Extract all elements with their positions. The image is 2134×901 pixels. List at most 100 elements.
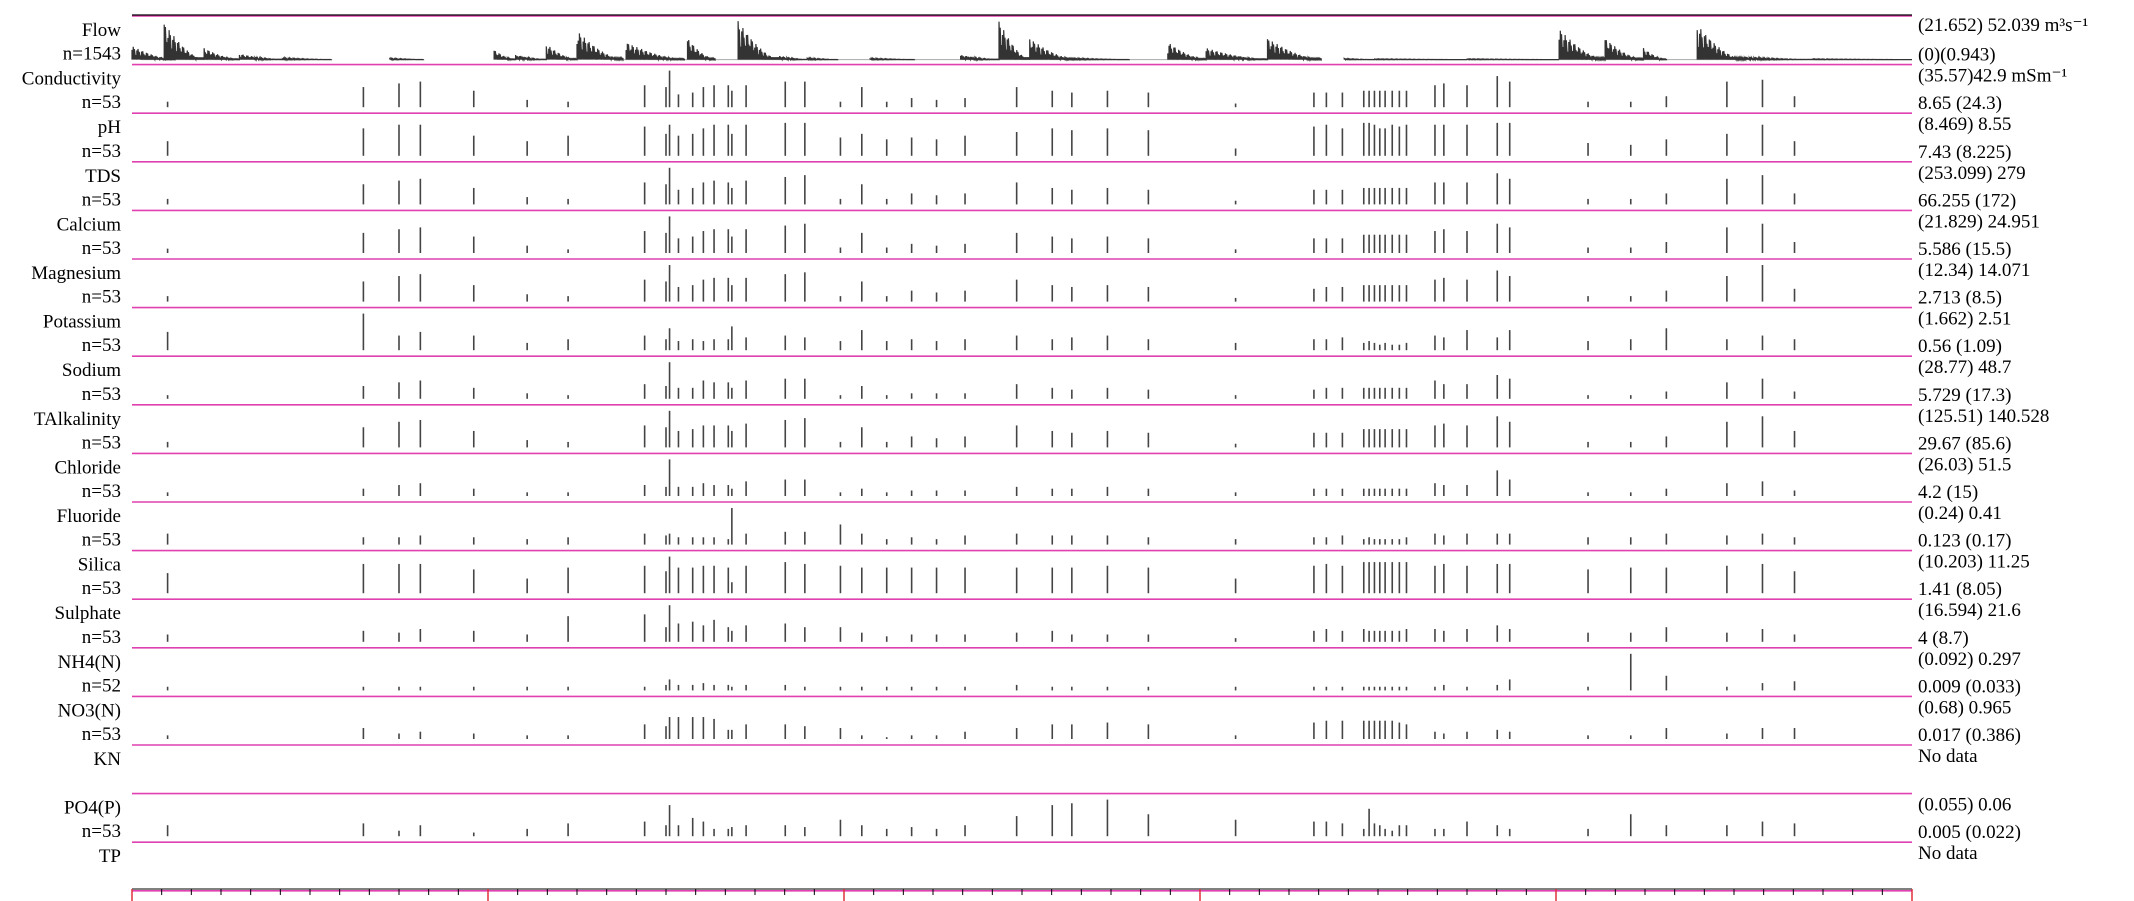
flow-burst [203,48,240,62]
panel-n-flow: n=1543 [63,44,121,65]
panel-n-fluoride: n=53 [82,530,121,551]
panel-stat-bottom-po4-p: 0.005 (0.022) [1918,822,2021,843]
panel-stat-top-tp: No data [1918,843,1978,864]
flow-burst [998,21,1031,60]
panel-stat-top-flow: (21.652) 52.039 m³s⁻¹ [1918,15,2089,36]
flow-burst [1466,57,1560,61]
panel-stat-bottom-flow: (0)(0.943) [1918,45,1996,66]
flow-burst [281,55,333,62]
panel-label-potassium: Potassium [43,312,121,333]
flow-burst [545,46,578,62]
flow-burst [1029,39,1077,62]
panel-stat-top-sodium: (28.77) 48.7 [1918,357,2011,378]
flow-burst [1343,57,1376,61]
panel-stat-top-po4-p: (0.055) 0.06 [1918,795,2011,816]
flow-burst [806,56,839,62]
panel-stat-bottom-fluoride: 0.123 (0.17) [1918,531,2011,552]
panel-label-sodium: Sodium [62,360,121,381]
panel-n-chloride: n=53 [82,481,121,502]
flow-burst [1742,55,1813,62]
flow-burst [1811,57,1912,61]
panel-label-sulphate: Sulphate [55,603,122,624]
panel-stat-bottom-chloride: 4.2 (15) [1918,482,1978,503]
panel-label-ph: pH [98,117,122,138]
panel-stat-bottom-conductivity: 8.65 (24.3) [1918,93,2002,114]
panel-stat-bottom-magnesium: 2.713 (8.5) [1918,288,2002,309]
flow-burst [686,39,716,62]
panel-stat-top-calcium: (21.829) 24.951 [1918,211,2040,232]
panel-stat-bottom-no3-n: 0.017 (0.386) [1918,725,2021,746]
panel-stat-top-ph: (8.469) 8.55 [1918,114,2011,135]
panel-label-flow: Flow [82,20,121,41]
flow-burst [1075,56,1130,62]
panel-n-ph: n=53 [82,141,121,162]
panel-stat-bottom-silica: 1.41 (8.05) [1918,579,2002,600]
panel-n-nh4-n: n=52 [82,675,121,696]
panel-label-tp: TP [99,846,121,867]
panel-label-conductivity: Conductivity [22,69,122,90]
panel-label-kn: KN [94,749,122,770]
panel-label-po4-p: PO4(P) [64,798,121,819]
panel-stat-top-chloride: (26.03) 51.5 [1918,454,2011,475]
panel-label-silica: Silica [78,555,122,576]
panel-stat-top-fluoride: (0.24) 0.41 [1918,503,2002,524]
flow-burst [576,33,624,62]
flow-burst [1696,29,1744,62]
flow-burst [737,21,781,60]
flow-burst [1374,57,1467,61]
panel-label-tds: TDS [85,166,121,187]
panel-stat-top-talkalinity: (125.51) 140.528 [1918,406,2049,427]
panel-stat-bottom-sodium: 5.729 (17.3) [1918,385,2011,406]
panel-stat-top-silica: (10.203) 11.25 [1918,552,2030,573]
flow-burst [869,56,916,62]
panel-label-nh4-n: NH4(N) [58,652,121,673]
panel-stat-top-sulphate: (16.594) 21.6 [1918,600,2021,621]
panel-stat-bottom-potassium: 0.56 (1.09) [1918,336,2002,357]
flow-burst [779,55,808,62]
panel-n-calcium: n=53 [82,238,121,259]
panel-stat-bottom-calcium: 5.586 (15.5) [1918,239,2011,260]
panel-n-tds: n=53 [82,189,121,210]
panel-stat-top-magnesium: (12.34) 14.071 [1918,260,2030,281]
flow-burst [1642,48,1668,62]
panel-label-calcium: Calcium [57,214,122,235]
panel-n-no3-n: n=53 [82,724,121,745]
panel-n-sulphate: n=53 [82,627,121,648]
panel-stat-bottom-talkalinity: 29.67 (85.6) [1918,433,2011,454]
flow-burst [960,55,1000,62]
panel-label-no3-n: NO3(N) [58,700,121,721]
flow-burst [1266,39,1322,62]
panel-stat-top-kn: No data [1918,746,1978,767]
flow-burst [1558,30,1606,62]
flow-burst [389,56,425,62]
panel-n-potassium: n=53 [82,335,121,356]
flow-burst [515,54,547,62]
panel-label-chloride: Chloride [55,457,122,478]
panel-stat-top-tds: (253.099) 279 [1918,163,2026,184]
panel-n-talkalinity: n=53 [82,432,121,453]
flow-burst [1205,48,1269,62]
panel-n-conductivity: n=53 [82,92,121,113]
panel-n-sodium: n=53 [82,384,121,405]
panel-stat-bottom-tds: 66.255 (172) [1918,190,2016,211]
flow-burst [625,43,685,62]
panel-stat-top-nh4-n: (0.092) 0.297 [1918,649,2021,670]
flow-burst [163,24,205,62]
panel-n-po4-p: n=53 [82,821,121,842]
panel-label-talkalinity: TAlkalinity [34,409,122,430]
panel-stat-top-conductivity: (35.57)42.9 mSm⁻¹ [1918,66,2068,87]
flow-burst [1167,43,1207,62]
panel-n-magnesium: n=53 [82,287,121,308]
flow-burst [493,50,517,62]
flow-burst [1604,40,1645,62]
panel-n-silica: n=53 [82,578,121,599]
panel-stat-top-potassium: (1.662) 2.51 [1918,309,2011,330]
panel-label-magnesium: Magnesium [31,263,121,284]
panel-stat-bottom-sulphate: 4 (8.7) [1918,628,1969,649]
panel-stat-bottom-ph: 7.43 (8.225) [1918,142,2011,163]
panel-label-fluoride: Fluoride [57,506,121,527]
panel-stat-top-no3-n: (0.68) 0.965 [1918,697,2011,718]
flow-burst [238,54,283,62]
panel-stat-bottom-nh4-n: 0.009 (0.033) [1918,676,2021,697]
